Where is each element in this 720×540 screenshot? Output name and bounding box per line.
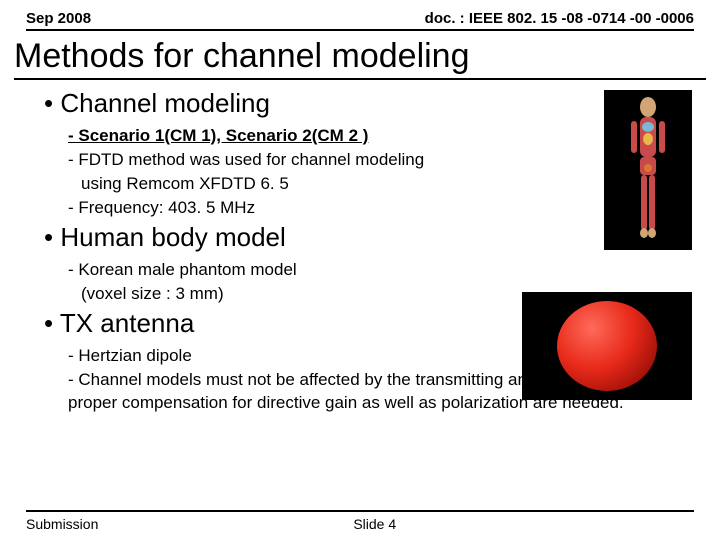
footer-rule: [26, 510, 694, 512]
human-body-figure: [604, 90, 692, 250]
page-title: Methods for channel modeling: [0, 37, 720, 78]
footer: Submission Slide 4: [0, 510, 720, 532]
antenna-pattern-figure: [522, 292, 692, 400]
footer-slide-number: Slide 4: [353, 516, 396, 532]
section-head-body: • Human body model: [44, 222, 694, 253]
channel-item-frequency: - Frequency: 403. 5 MHz: [68, 197, 498, 220]
body-item-voxel: (voxel size : 3 mm): [68, 283, 498, 306]
header-rule: [26, 29, 694, 31]
channel-list: - Scenario 1(CM 1), Scenario 2(CM 2 ) - …: [68, 125, 498, 220]
body-list: - Korean male phantom model (voxel size …: [68, 259, 498, 306]
footer-submission: Submission: [26, 516, 353, 532]
body-item-phantom: - Korean male phantom model: [68, 259, 498, 282]
channel-item-fdtd: - FDTD method was used for channel model…: [68, 149, 498, 172]
channel-item-scenarios: - Scenario 1(CM 1), Scenario 2(CM 2 ): [68, 125, 498, 148]
title-rule: [14, 78, 706, 80]
antenna-sphere-icon: [557, 301, 657, 391]
channel-item-remcom: using Remcom XFDTD 6. 5: [68, 173, 498, 196]
header-docnum: doc. : IEEE 802. 15 -08 -0714 -00 -0006: [425, 10, 694, 27]
header-date: Sep 2008: [26, 10, 91, 27]
section-head-channel: • Channel modeling: [44, 88, 694, 119]
human-phantom-icon: [623, 95, 673, 245]
content-area: • Channel modeling - Scenario 1(CM 1), S…: [0, 88, 720, 414]
